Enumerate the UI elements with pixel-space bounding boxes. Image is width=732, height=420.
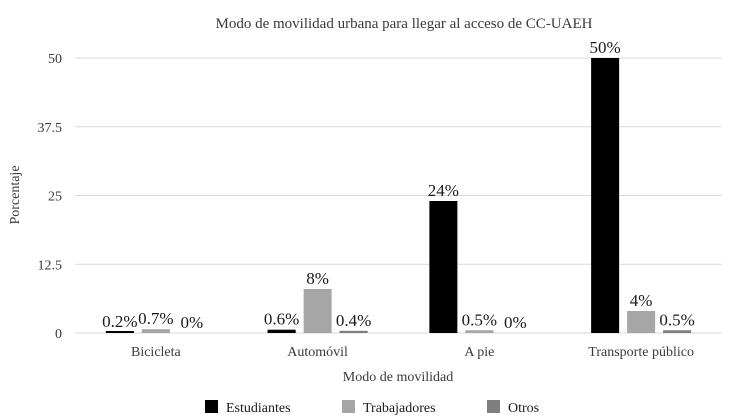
data-label: 0.4% (336, 311, 371, 330)
bar-estudiantes-4 (591, 58, 620, 333)
data-label: 24% (428, 181, 459, 200)
bar-baseline-marker (105, 331, 134, 333)
y-axis-title: Porcentaje (8, 165, 23, 224)
bar-estudiantes-3 (429, 201, 458, 333)
x-tick-label: Bicicleta (131, 345, 182, 360)
x-tick-label: A pie (464, 345, 494, 360)
y-axis-ticks: 0 12.5 25 37.5 50 (38, 52, 63, 342)
data-labels: 0.2% 0.7% 0% 0.6% 8% 0.4% 24% 0.5% 0% 50% 4% 0.5% (102, 38, 695, 332)
legend-swatch (205, 400, 218, 413)
data-label: 8% (306, 269, 329, 288)
y-tick-label: 50 (48, 52, 62, 67)
data-label: 50% (590, 38, 621, 57)
data-label: 0.6% (264, 310, 299, 329)
x-tick-label: Transporte público (588, 345, 694, 360)
legend-label: Otros (508, 401, 539, 416)
x-tick-label: Automóvil (287, 345, 348, 360)
bar-baseline-marker (141, 331, 170, 333)
legend: Estudiantes Trabajadores Otros (205, 400, 539, 416)
data-label: 4% (630, 291, 653, 310)
legend-label: Estudiantes (226, 401, 291, 416)
bar-baseline-marker (465, 331, 494, 333)
x-axis-ticks: Bicicleta Automóvil A pie Transporte públic… (131, 345, 694, 360)
legend-swatch (342, 400, 355, 413)
bar-baseline-marker (267, 331, 296, 333)
data-label: 0.5% (462, 310, 497, 329)
bar-trabajadores-2 (303, 289, 332, 333)
bar-baseline-marker (663, 331, 692, 333)
data-label: 0% (181, 313, 204, 332)
gridlines (75, 57, 722, 334)
y-tick-label: 0 (55, 327, 62, 342)
bar-trabajadores-4 (627, 311, 656, 333)
data-label: 0% (504, 313, 527, 332)
legend-label: Trabajadores (363, 401, 436, 416)
y-tick-label: 37.5 (38, 121, 63, 136)
bar-baseline-marker (339, 331, 368, 333)
bars (105, 58, 692, 333)
data-label: 0.7% (138, 309, 173, 328)
data-label: 0.2% (102, 312, 137, 331)
y-tick-label: 12.5 (38, 258, 63, 273)
y-tick-label: 25 (48, 190, 62, 205)
x-axis-title: Modo de movilidad (343, 370, 453, 385)
chart-title: Modo de movilidad urbana para llegar al … (216, 16, 593, 32)
data-label: 0.5% (659, 310, 694, 329)
legend-swatch (487, 400, 500, 413)
